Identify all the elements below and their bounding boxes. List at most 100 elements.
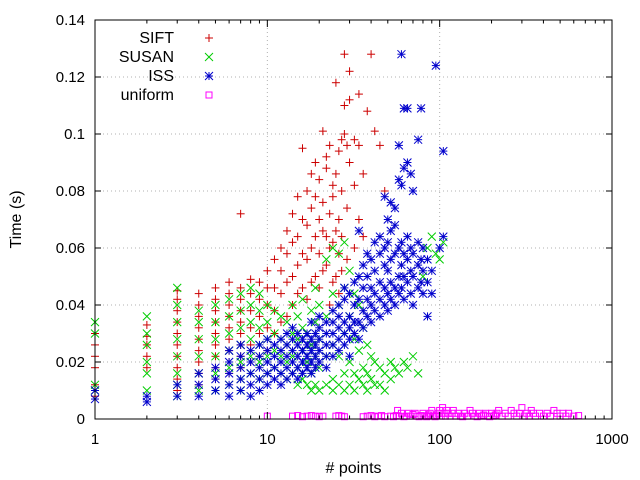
data-point (307, 169, 316, 178)
data-point (435, 243, 445, 253)
x-tick-label: 100 (427, 431, 452, 448)
data-point (408, 249, 418, 259)
legend: SIFT SUSAN ISS uniform (119, 30, 214, 104)
data-point (172, 334, 182, 344)
data-point (194, 358, 203, 366)
data-point (194, 351, 204, 361)
data-point (172, 300, 182, 310)
data-point (399, 294, 409, 304)
data-point (315, 413, 323, 421)
data-point (306, 306, 316, 316)
data-point (211, 300, 220, 310)
data-point (345, 334, 354, 344)
data-point (224, 312, 234, 321)
data-point (427, 266, 437, 276)
data-point (345, 158, 354, 167)
data-point (255, 329, 264, 338)
data-point (298, 283, 307, 292)
data-point (328, 289, 338, 298)
data-point (375, 294, 385, 304)
data-point (318, 266, 327, 275)
data-point (194, 317, 204, 327)
data-point (354, 90, 363, 99)
data-point (418, 243, 428, 253)
data-point (293, 351, 303, 361)
data-point (236, 329, 245, 338)
data-point (311, 192, 320, 201)
data-point (270, 306, 279, 316)
data-point (337, 187, 346, 195)
data-point (293, 261, 302, 270)
data-point (211, 334, 220, 344)
data-point (386, 374, 396, 384)
data-point (142, 369, 152, 378)
data-point (311, 158, 320, 167)
data-point (246, 369, 255, 378)
data-point (345, 289, 354, 298)
data-point (390, 220, 400, 230)
data-point (390, 300, 400, 310)
data-point (315, 283, 324, 292)
data-point (276, 244, 285, 252)
data-point (142, 340, 152, 350)
data-point (340, 130, 349, 138)
data-point (276, 289, 285, 298)
axis-ticks: 0 0.02 0.04 0.06 0.08 0.1 0.12 0.14 1 10 100 1000 (56, 12, 629, 448)
data-point (173, 306, 182, 315)
y-tick-label: 0.02 (56, 354, 85, 371)
data-point (211, 351, 220, 361)
data-point (423, 255, 432, 264)
data-point (225, 323, 234, 332)
data-point (383, 237, 393, 247)
data-point (303, 187, 312, 195)
data-point (325, 209, 334, 218)
data-point (276, 266, 285, 275)
data-point (375, 141, 384, 150)
data-point (224, 369, 234, 378)
x-tick-label: 10 (259, 431, 276, 448)
data-point (383, 266, 393, 276)
data-point (262, 317, 272, 327)
data-point (246, 357, 255, 367)
data-point (394, 369, 404, 378)
data-point (172, 351, 182, 361)
data-point (236, 295, 245, 304)
data-point (142, 320, 151, 329)
data-point (345, 266, 354, 276)
data-point (255, 386, 264, 395)
data-point (311, 363, 320, 373)
data-point (366, 317, 376, 327)
data-point (362, 386, 372, 395)
data-point (282, 226, 291, 235)
data-point (236, 374, 245, 384)
data-point (350, 329, 359, 338)
data-point (282, 278, 291, 287)
data-point (423, 277, 432, 287)
data-point (370, 127, 379, 136)
data-point (306, 346, 316, 355)
data-point (298, 369, 307, 378)
data-point (375, 380, 385, 390)
data-point (386, 198, 396, 207)
x-tick-label: 1000 (595, 431, 628, 448)
data-point (270, 340, 279, 350)
data-point (340, 369, 349, 378)
data-point (408, 351, 418, 361)
data-point (403, 363, 412, 373)
data-point (354, 317, 364, 327)
data-point (236, 318, 245, 327)
data-point (340, 237, 349, 247)
data-point (322, 152, 331, 161)
data-point (293, 289, 302, 298)
y-tick-label: 0.08 (56, 183, 85, 200)
data-point (350, 277, 359, 287)
data-point (375, 363, 385, 373)
data-point (225, 335, 234, 344)
data-point (303, 295, 312, 304)
data-point (194, 346, 203, 355)
y-tick-label: 0 (77, 411, 85, 428)
data-point (321, 329, 331, 338)
data-point (270, 329, 279, 338)
data-point (518, 404, 526, 412)
data-point (345, 95, 354, 104)
